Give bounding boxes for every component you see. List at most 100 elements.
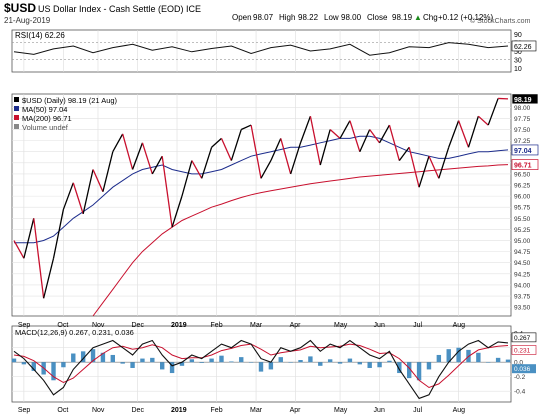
macd-histogram-bar	[90, 349, 96, 363]
x-tick-label: Aug	[453, 322, 466, 329]
x-tick-label: Jul	[413, 407, 422, 414]
price-tick-label: 94.75	[514, 249, 531, 256]
macd-histogram-bar	[120, 362, 125, 364]
x-tick-label: Oct	[57, 322, 68, 329]
macd-histogram-bar	[367, 362, 372, 368]
close-segment	[260, 160, 272, 179]
grid-lines	[12, 30, 511, 402]
close-segment	[428, 155, 440, 179]
price-tick-label: 95.50	[514, 216, 531, 223]
macd-signal-line	[13, 343, 509, 389]
macd-histogram-bar	[100, 352, 106, 363]
price-tick-label: 96.50	[514, 171, 531, 178]
close-segment	[13, 240, 25, 259]
close-segment	[369, 129, 381, 144]
close-segment	[477, 115, 489, 126]
watermark: © StockCharts.com	[470, 17, 531, 25]
macd-histogram-bar	[80, 351, 86, 363]
macd-histogram-bar	[150, 357, 155, 363]
rsi-last-box	[511, 40, 537, 52]
macd-histogram-bar	[416, 362, 422, 381]
close-label: Close	[367, 13, 388, 22]
macd-histogram-bar	[446, 349, 451, 363]
macd-histogram-bar	[357, 362, 362, 365]
x-tick-label: Mar	[250, 322, 263, 329]
price-tick-label: 94.25	[514, 271, 531, 278]
macd-tick-label: 0.0	[514, 360, 523, 367]
close-segment	[299, 115, 312, 144]
rsi-tick-label: 90	[514, 32, 522, 39]
rsi-tick-label: 10	[514, 66, 522, 73]
close-segment	[408, 147, 420, 188]
macd-histogram-bar	[51, 362, 56, 381]
close-segment	[62, 182, 74, 210]
legend-volume: Volume undef	[22, 123, 69, 132]
signal-last-label-box	[511, 345, 537, 355]
macd-histogram-bar	[140, 358, 145, 363]
chg-label: Chg	[423, 13, 438, 22]
macd-histogram-bar	[278, 357, 283, 363]
macd-histogram-bar	[268, 362, 274, 370]
x-tick-label: Feb	[211, 322, 223, 329]
close-segment	[230, 129, 242, 161]
x-tick-label: Mar	[250, 407, 263, 414]
close-segment	[102, 151, 114, 192]
macd-histogram-bar	[476, 352, 481, 363]
chart-date: 21-Aug-2019	[4, 16, 51, 25]
rsi-legend: RSI(14) 62.26	[15, 31, 65, 40]
macd-histogram-bar	[219, 355, 224, 363]
close-segment	[112, 133, 124, 153]
close-segment	[309, 116, 321, 166]
x-tick-label: 2019	[171, 407, 187, 414]
close-segment	[418, 155, 430, 188]
close-segment	[240, 124, 252, 131]
close-segment	[388, 124, 400, 161]
ma200-last-label: 96.71	[514, 163, 532, 170]
macd-histogram-bar	[130, 362, 135, 368]
x-tick-label: Sep	[18, 322, 31, 329]
macd-histogram-bar	[160, 362, 165, 370]
x-tick-label: Apr	[290, 322, 302, 329]
x-axis-labels-price: Sep Oct Nov Dec 2019 Feb Mar Apr May Jun Jul Aug	[18, 322, 465, 329]
close-segment	[131, 142, 144, 170]
close-segment	[82, 169, 94, 215]
close-segment	[171, 195, 183, 228]
price-tick-label: 94.50	[514, 260, 531, 267]
x-tick-label: 2019	[171, 322, 187, 329]
close-segment	[467, 116, 479, 148]
x-tick-label: Apr	[290, 407, 302, 414]
close-segment	[339, 120, 351, 139]
x-tick-label: May	[334, 322, 348, 329]
close-segment	[52, 209, 65, 259]
x-tick-label: Feb	[211, 407, 223, 414]
close-segment	[191, 160, 203, 179]
rsi-line	[13, 42, 509, 56]
close-segment	[487, 98, 499, 126]
x-tick-label: Nov	[92, 407, 105, 414]
x-tick-label: Jun	[374, 407, 385, 414]
x-tick-label: Jun	[374, 322, 385, 329]
high-label: High	[279, 13, 295, 22]
price-tick-label: 95.75	[514, 205, 531, 212]
close-segment	[448, 120, 460, 148]
macd-histogram-bar	[71, 353, 76, 363]
macd-histogram-bar	[308, 356, 313, 363]
close-last-label: 98.19	[514, 97, 532, 104]
open-value: 98.07	[253, 13, 274, 22]
x-axis-labels-bottom: Sep Oct Nov Dec 2019 Feb Mar Apr May Jun Jul Aug	[18, 407, 465, 414]
close-segment	[349, 120, 361, 152]
chg-value: +0.12 (+0.12%)	[438, 13, 493, 22]
x-tick-label: May	[334, 407, 348, 414]
macd-histogram-bar	[179, 362, 185, 366]
price-tick-label: 95.25	[514, 227, 531, 234]
close-segment	[161, 156, 173, 228]
macd-line	[13, 339, 509, 400]
close-segment	[280, 138, 292, 175]
price-tick-label: 97.75	[514, 116, 531, 123]
macd-histogram-bar	[31, 362, 36, 371]
high-value: 98.22	[298, 13, 319, 22]
macd-histogram-bar	[318, 362, 323, 366]
price-tick-label: 97.25	[514, 138, 531, 145]
x-tick-label: Sep	[18, 407, 31, 414]
macd-histogram-bar	[189, 359, 195, 363]
